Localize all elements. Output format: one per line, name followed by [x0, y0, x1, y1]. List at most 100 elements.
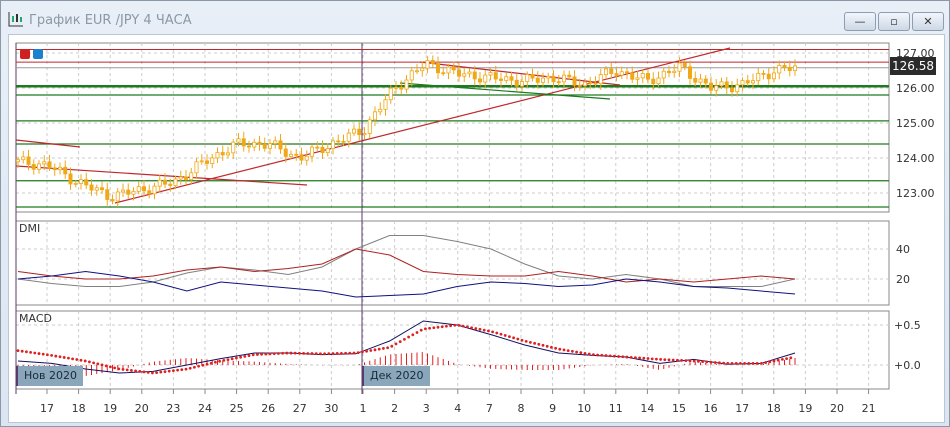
candle-body [619, 71, 624, 76]
candle-body [157, 179, 162, 187]
macd-signal-dots [361, 350, 364, 354]
candle-body [215, 152, 220, 159]
candle-body [682, 62, 687, 68]
macd-signal-dots [743, 362, 746, 365]
macd-signal-dots [365, 349, 368, 353]
macd-signal-dots [566, 349, 570, 353]
macd-signal-dots [277, 352, 280, 355]
x-tick-label: 3 [423, 402, 430, 415]
macd-signal-dots [781, 357, 784, 361]
candle-body [168, 183, 173, 186]
x-tick-label: 8 [518, 402, 525, 415]
macd-signal-dots [83, 359, 87, 363]
macd-signal-dots [188, 366, 192, 370]
candle-body [100, 187, 105, 191]
x-tick-label: 4 [454, 402, 461, 415]
x-tick-label: 27 [293, 402, 307, 415]
macd-signal-dots [331, 352, 335, 355]
macd-signal-dots [46, 353, 49, 357]
candle-body [89, 184, 94, 191]
trend-line [15, 139, 81, 148]
x-tick-label: 1 [360, 402, 367, 415]
macd-signal-dots [260, 352, 263, 356]
macd-signal-dots [390, 344, 394, 348]
dmi-minus-di-line [17, 270, 796, 298]
macd-signal-dots [146, 371, 150, 374]
candle-body [37, 163, 42, 170]
macd-signal-dots [739, 362, 742, 365]
candle-body [162, 179, 167, 185]
macd-signal-dots [642, 356, 646, 360]
macd-signal-dots [571, 349, 574, 353]
macd-signal-dots [352, 351, 356, 355]
macd-signal-dots [205, 362, 209, 366]
macd-signal-dots [495, 331, 499, 335]
candle-body [766, 73, 771, 80]
macd-signal-dots [487, 329, 490, 333]
candle-body [63, 166, 68, 175]
macd-signal-dots [100, 363, 104, 367]
candle-body [588, 81, 593, 84]
candle-body [257, 141, 262, 145]
macd-signal-dots [37, 352, 41, 355]
candle-body [141, 186, 146, 192]
macd-signal-dots [596, 353, 599, 357]
candle-body [309, 146, 314, 157]
candle-body [730, 87, 735, 93]
candle-body [58, 166, 63, 171]
macd-signal-dots [428, 326, 431, 330]
title-bar[interactable]: График EUR /JPY 4 ЧАСА — ▫ ✕ [1, 1, 949, 37]
candle-body [714, 85, 719, 91]
candle-body [147, 190, 152, 195]
candle-body [189, 172, 194, 180]
blue-color-button[interactable] [33, 49, 43, 59]
candle-body [362, 133, 367, 136]
candle-body [414, 70, 419, 73]
macd-signal-dots [167, 369, 171, 373]
macd-signal-dots [159, 370, 163, 374]
candle-body [246, 145, 251, 148]
candle-body [483, 74, 488, 83]
macd-signal-dots [499, 332, 503, 336]
restore-button[interactable]: ▫ [878, 12, 910, 31]
candle-body [693, 78, 698, 83]
candle-body [577, 84, 582, 87]
macd-signal-dots [676, 358, 679, 362]
current-price-tag: 126.58 [890, 57, 936, 75]
macd-signal-dots [209, 361, 213, 365]
minimize-button[interactable]: — [844, 12, 876, 31]
candle-body [262, 143, 267, 149]
candle-body [477, 78, 482, 83]
macd-signal-dots [789, 356, 793, 360]
macd-signal-dots [776, 358, 780, 362]
candle-body [367, 119, 372, 134]
candle-body [709, 82, 714, 91]
macd-signal-dots [583, 351, 587, 355]
x-tick-label: 26 [261, 402, 275, 415]
candle-body [388, 87, 393, 101]
chart-app-icon [8, 12, 23, 27]
candle-body [399, 86, 404, 90]
x-tick-label: 7 [486, 402, 493, 415]
macd-signal-dots [713, 361, 717, 364]
macd-signal-dots [121, 368, 125, 371]
x-tick-label: 19 [103, 402, 117, 415]
close-button[interactable]: ✕ [912, 12, 944, 31]
red-color-button[interactable] [20, 49, 30, 59]
candle-body [183, 176, 188, 180]
candle-body [341, 140, 346, 143]
macd-signal-dots [415, 331, 419, 334]
macd-signal-dots [264, 352, 268, 356]
macd-signal-dots [226, 358, 230, 362]
macd-signal-dots [466, 325, 469, 329]
candle-body [126, 189, 131, 195]
x-tick-label: 14 [640, 402, 654, 415]
candle-body [583, 81, 588, 87]
macd-signal-dots [646, 357, 650, 360]
candle-body [210, 157, 215, 164]
candle-body [425, 59, 430, 69]
macd-signal-dots [75, 358, 79, 361]
candle-body [231, 141, 236, 154]
candle-body [740, 80, 745, 86]
